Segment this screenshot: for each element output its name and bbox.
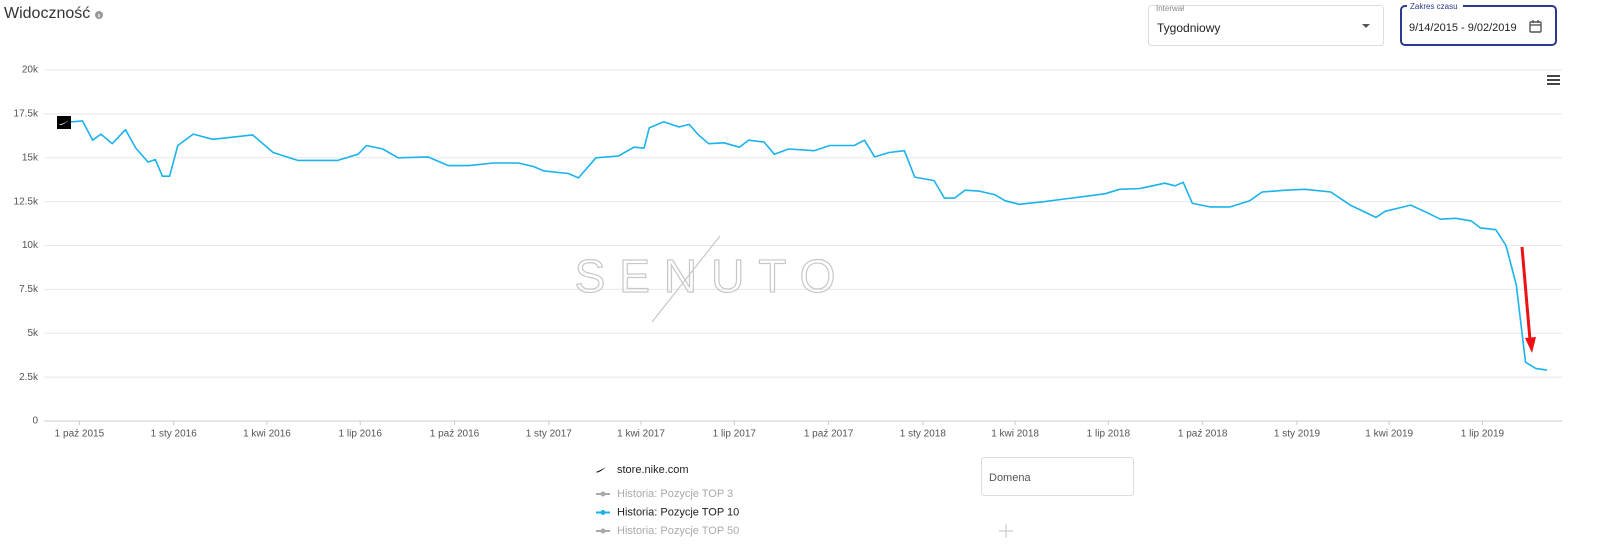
y-tick-label: 10k <box>22 240 39 251</box>
calendar-icon <box>1529 20 1542 33</box>
x-tick-label: 1 paź 2018 <box>1178 429 1228 440</box>
y-tick-label: 5k <box>27 328 39 339</box>
watermark-slash <box>651 235 721 323</box>
chart-title: Widoczność <box>4 5 90 22</box>
plot <box>61 120 1548 371</box>
input-placeholder: Domena <box>989 472 1031 484</box>
input-box <box>981 457 1134 496</box>
legend-item[interactable]: Historia: Pozycje TOP 3 <box>596 488 733 500</box>
annotation-arrow <box>1520 246 1536 353</box>
add-button[interactable] <box>999 524 1013 538</box>
legend-dot <box>600 491 606 497</box>
x-tick-label: 1 paź 2016 <box>430 429 480 440</box>
legend-domain: store.nike.com <box>617 464 689 476</box>
y-tick-label: 12.5k <box>14 196 39 207</box>
x-tick-label: 1 kwi 2017 <box>617 429 665 440</box>
date-box <box>1400 5 1557 46</box>
info-glyph <box>98 14 100 18</box>
arrow-shaft <box>1520 246 1532 341</box>
dropdown-value: Tygodniowy <box>1157 21 1220 35</box>
legend-label: Historia: Pozycje TOP 3 <box>617 488 733 500</box>
y-tick-label: 20k <box>22 65 39 76</box>
x-tick-label: 1 sty 2016 <box>151 429 198 440</box>
y-tick-label: 0 <box>32 416 38 427</box>
y-tick-label: 7.5k <box>19 284 39 295</box>
dropdown-box <box>1148 5 1384 46</box>
legend-label: Historia: Pozycje TOP 10 <box>617 506 739 518</box>
date-label-bg <box>1407 2 1463 10</box>
x-tick-label: 1 kwi 2018 <box>991 429 1039 440</box>
legend-dot <box>600 528 606 534</box>
legend-domain-icon <box>596 467 606 473</box>
legend-label: Historia: Pozycje TOP 50 <box>617 525 739 537</box>
x-tick-label: 1 sty 2017 <box>526 429 573 440</box>
x-tick-label: 1 kwi 2019 <box>1365 429 1413 440</box>
y-tick-label: 2.5k <box>19 372 39 383</box>
grid: 0 2.5k 5k 7.5k 10k 12.5k 15k 17.5k 20k 1 paź 2015… <box>14 65 1562 440</box>
legend: store.nike.com Historia: Pozycje TOP 3Hi… <box>596 464 739 537</box>
domain-marker <box>57 116 71 129</box>
dropdown-caret <box>1362 24 1370 28</box>
info-icon[interactable] <box>95 11 103 19</box>
x-tick-label: 1 lip 2017 <box>713 429 757 440</box>
date-range-field[interactable]: Zakres czasu 9/14/2015 - 9/02/2019 <box>1400 2 1557 46</box>
x-tick-label: 1 paź 2017 <box>804 429 854 440</box>
x-tick-label: 1 paź 2015 <box>55 429 105 440</box>
legend-dot <box>600 510 606 515</box>
series-line <box>61 120 1548 371</box>
legend-items: Historia: Pozycje TOP 3 Historia: Pozycje… <box>596 488 739 537</box>
dropdown-label: Interwał <box>1156 4 1184 13</box>
chart-menu[interactable] <box>1547 75 1560 85</box>
x-tick-label: 1 sty 2019 <box>1274 429 1321 440</box>
x-tick-label: 1 lip 2018 <box>1087 429 1131 440</box>
interval-dropdown[interactable]: Interwał Tygodniowy <box>1148 4 1384 46</box>
arrow-head <box>1525 337 1536 353</box>
calendar-body <box>1529 21 1542 33</box>
date-value: 9/14/2015 - 9/02/2019 <box>1409 22 1517 34</box>
date-label: Zakres czasu <box>1410 2 1458 11</box>
watermark: SENUTO <box>574 235 850 323</box>
x-tick-label: 1 lip 2019 <box>1461 429 1505 440</box>
domain-input[interactable]: Domena <box>981 457 1134 496</box>
watermark-text: SENUTO <box>575 250 850 302</box>
x-tick-label: 1 sty 2018 <box>900 429 947 440</box>
x-tick-label: 1 lip 2016 <box>339 429 383 440</box>
y-tick-label: 15k <box>22 152 39 163</box>
y-tick-label: 17.5k <box>14 109 39 120</box>
x-tick-label: 1 kwi 2016 <box>243 429 291 440</box>
marker-swoosh <box>59 120 69 125</box>
marker-box <box>57 116 71 129</box>
legend-item[interactable]: Historia: Pozycje TOP 10 <box>596 506 739 518</box>
legend-item[interactable]: Historia: Pozycje TOP 50 <box>596 525 739 537</box>
